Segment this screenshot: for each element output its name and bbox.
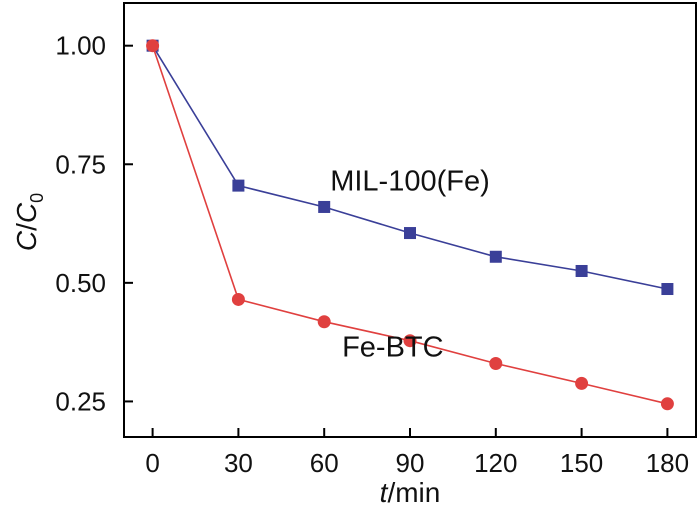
y-axis-label: C/C0: [11, 193, 47, 251]
plot-frame: [123, 2, 697, 438]
data-point-circle: [403, 334, 417, 348]
data-point-square: [232, 179, 245, 192]
x-tick-label: 60: [310, 448, 339, 478]
x-tick-label: 180: [646, 448, 689, 478]
x-tick-label: 120: [474, 448, 517, 478]
y-tick-label: 0.75: [55, 149, 106, 179]
x-axis-label-variable: t: [380, 477, 389, 508]
series-label-fe-btc: Fe-BTC: [342, 331, 444, 363]
y-axis-label-slash: /: [11, 223, 42, 231]
data-point-square: [575, 264, 588, 277]
data-point-circle: [489, 356, 503, 370]
x-tick-label: 30: [224, 448, 253, 478]
series-label-mil-100: MIL-100(Fe): [330, 165, 490, 197]
series-group: [146, 39, 674, 411]
data-point-square: [489, 250, 502, 263]
y-axis-label-c: C: [11, 230, 42, 251]
y-tick-label: 0.50: [55, 268, 106, 298]
x-axis-label-unit: /min: [387, 477, 440, 508]
x-tick-label: 0: [145, 448, 159, 478]
data-point-circle: [660, 397, 674, 411]
data-point-circle: [317, 315, 331, 329]
data-point-circle: [575, 376, 589, 390]
x-axis-label: t/min: [380, 477, 441, 508]
ticks: 0 30 60 90 120 150 180 1.00 0.75 0.50 0.25: [55, 31, 689, 478]
y-tick-label: 1.00: [55, 31, 106, 61]
data-point-square: [318, 200, 331, 213]
y-axis-label-c0: C: [11, 202, 42, 223]
y-tick-label: 0.25: [55, 386, 106, 416]
data-point-circle: [231, 292, 245, 306]
y-axis-label-subscript: 0: [27, 193, 47, 203]
data-point-circle: [146, 39, 160, 53]
x-tick-label: 90: [396, 448, 425, 478]
data-point-square: [404, 227, 416, 240]
x-tick-label: 150: [560, 448, 603, 478]
data-point-square: [661, 283, 674, 296]
